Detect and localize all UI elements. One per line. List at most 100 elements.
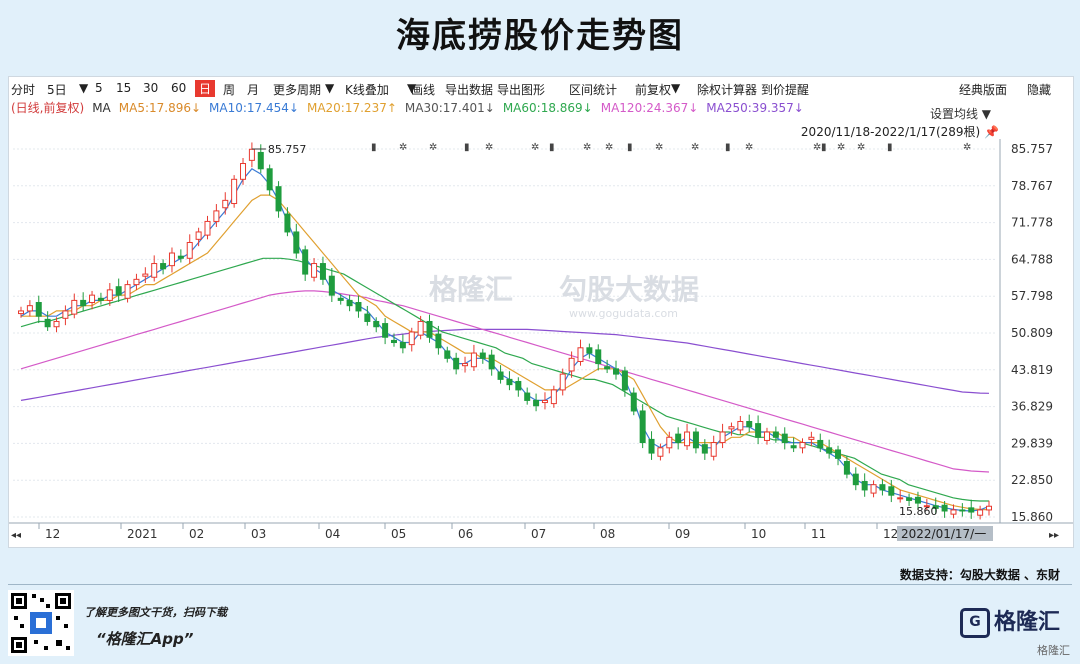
toolbar-item[interactable]: 5日 [47, 83, 67, 97]
toolbar-item[interactable]: 到价提醒 [761, 83, 810, 97]
candle-body [621, 370, 628, 391]
event-marker: ▮ [627, 142, 633, 153]
candle-body [666, 436, 673, 449]
event-marker: ▮ [725, 142, 731, 153]
toolbar-item[interactable]: 导出数据 [445, 83, 494, 97]
x-tick-label: 05 [391, 527, 406, 541]
event-marker: ✲ [655, 142, 663, 153]
y-tick-label: 36.829 [1011, 400, 1053, 414]
candle-body [328, 275, 335, 296]
candle-body [577, 347, 584, 362]
candle-body [124, 284, 131, 299]
candle-body [80, 299, 87, 307]
x-tick-label: 12 [883, 527, 898, 541]
x-tick-label: 08 [600, 527, 615, 541]
toolbar-item[interactable]: 除权计算器 [697, 83, 758, 97]
candle-body [817, 439, 824, 449]
candle-body [879, 484, 886, 491]
ma-line-ma120 [20, 290, 990, 473]
candle-body [453, 357, 460, 370]
toolbar-item[interactable]: 画线 [411, 83, 436, 97]
toolbar-item[interactable]: 30 [143, 81, 159, 95]
candlestick-chart: 85.757 78.767 71.778 64.788 57.798 50.809 43.8… [9, 139, 1073, 541]
candle-body [497, 371, 504, 380]
candle-body [53, 320, 60, 328]
toolbar-item[interactable]: 月 [247, 83, 260, 97]
y-tick-label: 15.860 [1011, 510, 1053, 524]
range-label: 2020/11/18-2022/1/17(289根) 📌 [800, 125, 999, 139]
toolbar-item[interactable]: 5 [95, 81, 103, 95]
toolbar-item[interactable]: 导出图形 [497, 83, 546, 97]
candle-body [470, 352, 477, 368]
ma-legend-item: MA20:17.237↑ [306, 101, 397, 115]
candle-body [390, 339, 397, 344]
toolbar-item[interactable]: 分时 [11, 83, 36, 97]
candle-body [870, 484, 877, 494]
ma-legend-item: MA5:17.896↓ [118, 101, 202, 115]
toolbar-item[interactable]: ▼ [671, 81, 681, 95]
candle-body [843, 461, 850, 475]
scroll-left-icon[interactable]: ◂◂ [11, 530, 21, 541]
toolbar-item[interactable]: 前复权 [635, 83, 672, 97]
event-marker: ✲ [691, 142, 699, 153]
toolbar-item[interactable]: ▼ [325, 81, 335, 95]
toolbar-item[interactable]: K线叠加 [345, 83, 389, 97]
candle-body [399, 342, 406, 349]
brand-watermark: 格隆汇 [1037, 644, 1070, 657]
data-source: 数据支持：勾股大数据 、东财 [899, 568, 1060, 582]
event-marker: ✲ [531, 142, 539, 153]
candle-body [275, 186, 282, 212]
candle-body [71, 299, 78, 315]
candle-body [835, 449, 842, 459]
toolbar-item[interactable]: 60 [171, 81, 187, 95]
candle-body [26, 305, 33, 312]
toolbar-item[interactable]: 15 [116, 81, 132, 95]
candle-body [746, 420, 753, 428]
event-marker: ▮ [887, 142, 893, 153]
toolbar-item[interactable]: ▼ [79, 81, 89, 95]
toolbar-item[interactable]: ▼ [407, 81, 417, 95]
toolbar-right-item[interactable]: 隐藏 [1027, 83, 1052, 97]
candle-body [133, 278, 140, 286]
candle-body [97, 297, 104, 301]
footer-slogan: 了解更多图文干货，扫码下载 [84, 606, 227, 619]
candle-body [799, 442, 806, 449]
candle-body [89, 294, 96, 304]
candle-body [941, 504, 948, 512]
event-marker: ✲ [605, 142, 613, 153]
candle-body [968, 507, 975, 513]
candle-body [62, 310, 69, 319]
candle-body [462, 363, 469, 367]
toolbar-item[interactable]: 日 [195, 80, 216, 97]
set-ma-button[interactable]: 设置均线 ▼ [929, 107, 991, 121]
candle-body [302, 249, 309, 275]
toolbar-item[interactable]: 更多周期 [273, 83, 322, 97]
toolbar-right-item[interactable]: 经典版面 [959, 83, 1008, 97]
candle-body [231, 178, 238, 205]
toolbar-item[interactable]: 区间统计 [569, 83, 618, 97]
brand-logo-icon: G [959, 608, 990, 638]
candle-body [44, 318, 51, 328]
candle-body [479, 352, 486, 359]
cursor-date-box [897, 526, 993, 541]
ma-legend-item: MA250:39.357↓ [706, 101, 804, 115]
toolbar-item[interactable]: 周 [223, 83, 236, 97]
candle-body [168, 252, 175, 267]
candle-body [923, 505, 930, 508]
event-marker: ✲ [485, 142, 493, 153]
x-tick-label: 11 [811, 527, 826, 541]
watermark-text: 格隆汇 [429, 273, 513, 306]
scroll-right-icon[interactable]: ▸▸ [1049, 530, 1059, 541]
pin-icon[interactable]: 📌 [984, 125, 999, 139]
x-tick-label: 07 [531, 527, 546, 541]
candle-body [186, 241, 193, 259]
qr-code-icon [8, 590, 74, 656]
candle-body [355, 302, 362, 312]
candle-body [177, 255, 184, 259]
candle-body [408, 331, 415, 346]
x-tick-label: 2021 [127, 527, 158, 541]
candle-body [692, 431, 699, 449]
candle-body [346, 299, 353, 307]
candle-body [710, 442, 717, 457]
event-marker: ✲ [399, 142, 407, 153]
